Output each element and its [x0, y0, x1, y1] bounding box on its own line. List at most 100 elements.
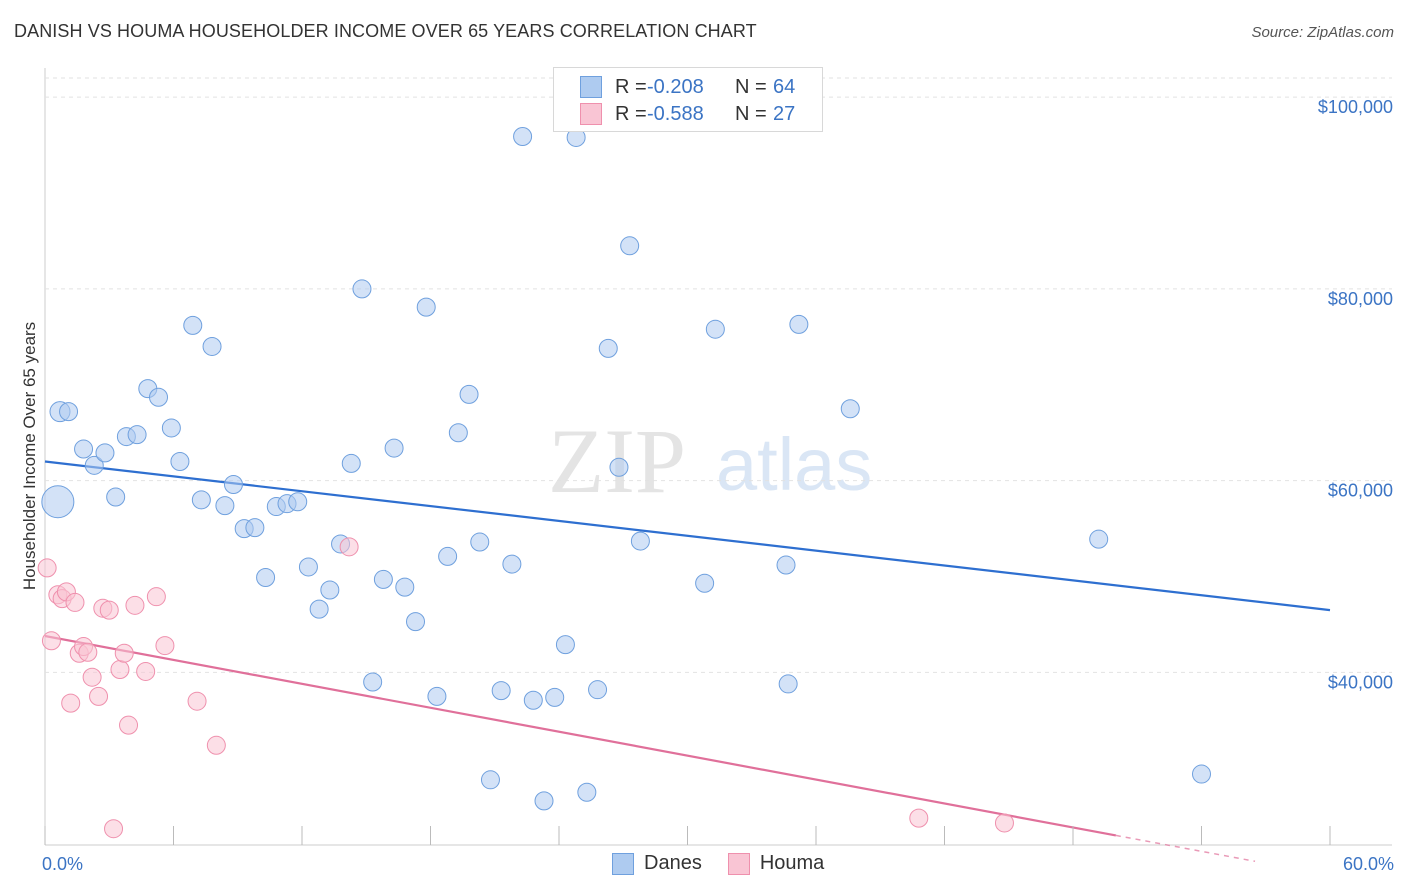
y-tick-label: $60,000 — [1328, 481, 1393, 501]
data-point-danes — [620, 236, 640, 256]
legend-swatch-houma — [580, 103, 602, 125]
legend-label-danes: Danes — [644, 852, 702, 874]
data-point-houma — [155, 636, 175, 656]
data-point-danes — [320, 580, 340, 600]
data-point-houma — [104, 819, 124, 839]
data-point-danes — [427, 686, 447, 706]
data-point-houma — [78, 642, 98, 662]
x-tick-label: 0.0% — [42, 854, 83, 874]
series-legend: Danes Houma — [612, 852, 850, 875]
legend-item-houma[interactable]: Houma — [727, 852, 825, 875]
chart-title: DANISH VS HOUMA HOUSEHOLDER INCOME OVER … — [14, 21, 757, 41]
y-axis-label: Householder Income Over 65 years — [20, 322, 39, 590]
legend-item-danes[interactable]: Danes — [612, 852, 702, 875]
legend-swatch-danes — [612, 852, 634, 875]
data-point-danes — [778, 674, 798, 694]
data-point-danes — [523, 690, 543, 710]
data-point-houma — [61, 693, 81, 713]
data-point-danes — [202, 336, 222, 356]
watermark-atlas: atlas — [716, 423, 872, 506]
legend-swatch-houma — [727, 852, 750, 875]
data-point-danes — [406, 612, 426, 632]
y-tick-label: $100,000 — [1318, 97, 1393, 117]
data-point-danes — [84, 455, 104, 475]
data-point-danes — [534, 791, 554, 811]
n-value: 64 — [773, 75, 796, 98]
data-point-danes — [288, 492, 308, 512]
data-point-danes — [309, 599, 329, 619]
n-label: N = — [735, 75, 767, 98]
data-point-houma — [909, 808, 929, 828]
data-point-danes — [502, 554, 522, 574]
data-point-danes — [384, 438, 404, 458]
data-point-danes — [298, 557, 318, 577]
data-point-danes — [598, 338, 618, 358]
x-tick-label: 60.0% — [1343, 854, 1394, 874]
data-point-danes — [41, 485, 75, 519]
data-point-houma — [41, 631, 61, 651]
data-point-danes — [170, 452, 190, 471]
legend-swatch-danes — [580, 76, 602, 98]
data-point-houma — [125, 595, 145, 615]
data-point-houma — [206, 735, 226, 755]
data-point-danes — [545, 687, 565, 707]
data-point-danes — [256, 568, 276, 588]
data-point-houma — [114, 643, 134, 663]
y-tick-label: $40,000 — [1328, 672, 1393, 692]
data-point-danes — [363, 672, 383, 692]
data-point-danes — [183, 315, 203, 335]
data-point-danes — [191, 490, 211, 510]
data-point-houma — [110, 660, 130, 680]
data-point-danes — [95, 443, 115, 463]
data-point-houma — [65, 592, 85, 612]
data-point-houma — [89, 686, 109, 706]
data-point-houma — [994, 813, 1014, 833]
data-point-danes — [416, 297, 436, 317]
data-point-danes — [223, 475, 243, 495]
trend-line-danes — [44, 460, 1331, 612]
data-point-danes — [215, 496, 235, 516]
data-point-danes — [588, 680, 608, 700]
data-point-houma — [99, 600, 119, 620]
data-point-danes — [74, 439, 94, 459]
trend-extension-houma — [1115, 834, 1256, 863]
data-point-danes — [106, 487, 126, 507]
data-point-danes — [695, 573, 715, 593]
data-point-danes — [149, 387, 169, 407]
data-point-danes — [491, 681, 511, 701]
trend-line-houma — [44, 634, 1117, 837]
data-point-danes — [1089, 529, 1109, 549]
legend-row-danes: R = -0.208 N = 64 — [580, 74, 795, 100]
data-point-houma — [136, 661, 156, 681]
r-label: R = — [615, 102, 647, 125]
legend-label-houma: Houma — [759, 852, 825, 874]
data-point-danes — [438, 546, 458, 566]
data-point-danes — [127, 425, 147, 445]
data-point-danes — [630, 531, 650, 551]
legend-row-houma: R = -0.588 N = 27 — [580, 101, 795, 127]
data-point-danes — [776, 555, 796, 575]
n-label: N = — [735, 102, 767, 125]
chart-source: Source: ZipAtlas.com — [1251, 24, 1394, 41]
data-point-danes — [470, 532, 490, 552]
y-tick-label: $80,000 — [1328, 289, 1393, 309]
data-point-danes — [840, 399, 860, 419]
data-point-danes — [59, 402, 79, 422]
data-point-danes — [161, 418, 181, 438]
r-value: -0.588 — [647, 102, 704, 125]
n-value: 27 — [773, 102, 796, 125]
data-point-danes — [705, 319, 725, 339]
data-point-houma — [82, 667, 102, 687]
data-point-danes — [395, 577, 415, 597]
data-point-danes — [448, 423, 468, 443]
data-point-danes — [459, 384, 479, 404]
data-point-houma — [187, 691, 207, 711]
data-point-houma — [146, 587, 166, 607]
correlation-legend: R = -0.208 N = 64 R = -0.588 N = 27 — [553, 67, 823, 132]
data-point-danes — [373, 569, 393, 589]
data-point-danes — [480, 770, 500, 790]
r-value: -0.208 — [647, 75, 704, 98]
data-point-danes — [789, 314, 809, 334]
data-point-danes — [609, 457, 629, 477]
